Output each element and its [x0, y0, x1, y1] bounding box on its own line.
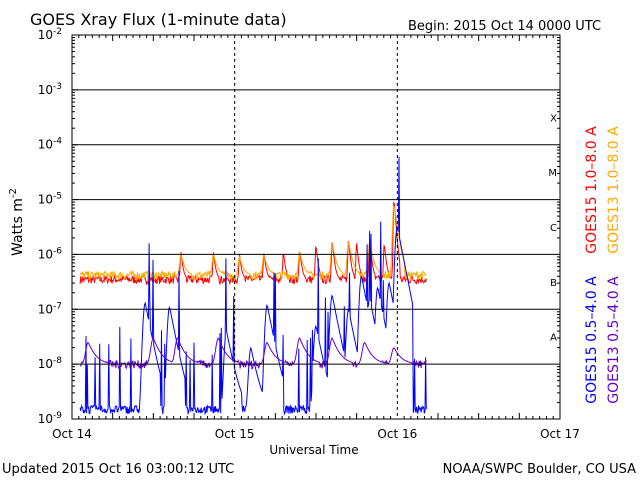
y-axis-label: Watts m-2 [8, 188, 26, 256]
legend-entry: GOES13 0.5–4.0 A [606, 276, 622, 404]
x-tick-label: Oct 17 [540, 427, 580, 441]
flare-class-label: M [548, 168, 557, 179]
series-line [79, 205, 427, 282]
legend-entry: GOES15 0.5–4.0 A [584, 276, 600, 404]
y-tick-label: 10-4 [38, 137, 63, 152]
credit-label: NOAA/SWPC Boulder, CO USA [443, 462, 636, 477]
flare-class-label: X [550, 113, 557, 124]
y-tick-label: 10-5 [38, 192, 62, 207]
series-line [79, 156, 427, 416]
legend-entry: GOES13 1.0–8.0 A [606, 126, 622, 254]
updated-label: Updated 2015 Oct 16 03:00:12 UTC [2, 462, 234, 477]
flare-class-label: A [550, 333, 557, 344]
x-tick-label: Oct 15 [215, 427, 255, 441]
x-tick-label: Oct 14 [52, 427, 92, 441]
legend: GOES15 1.0–8.0 A GOES13 1.0–8.0 A GOES15 0… [584, 126, 622, 404]
y-tick-label: 10-3 [38, 82, 62, 97]
series-line [80, 337, 427, 370]
legend-entry: GOES15 1.0–8.0 A [584, 126, 600, 254]
x-axis-label: Universal Time [269, 443, 358, 457]
flare-class-label: B [550, 278, 557, 289]
y-tick-label: 10-8 [38, 356, 63, 371]
y-tick-label: 10-6 [38, 246, 63, 261]
x-tick-label: Oct 16 [377, 427, 417, 441]
y-tick-label: 10-2 [38, 27, 62, 42]
y-tick-label: 10-7 [38, 301, 62, 316]
plot-area [79, 156, 427, 416]
chart-title: GOES Xray Flux (1-minute data) [30, 10, 287, 29]
flare-class-label: C [550, 223, 557, 234]
y-tick-label: 10-9 [38, 411, 63, 426]
begin-label: Begin: 2015 Oct 14 0000 UTC [408, 19, 601, 34]
